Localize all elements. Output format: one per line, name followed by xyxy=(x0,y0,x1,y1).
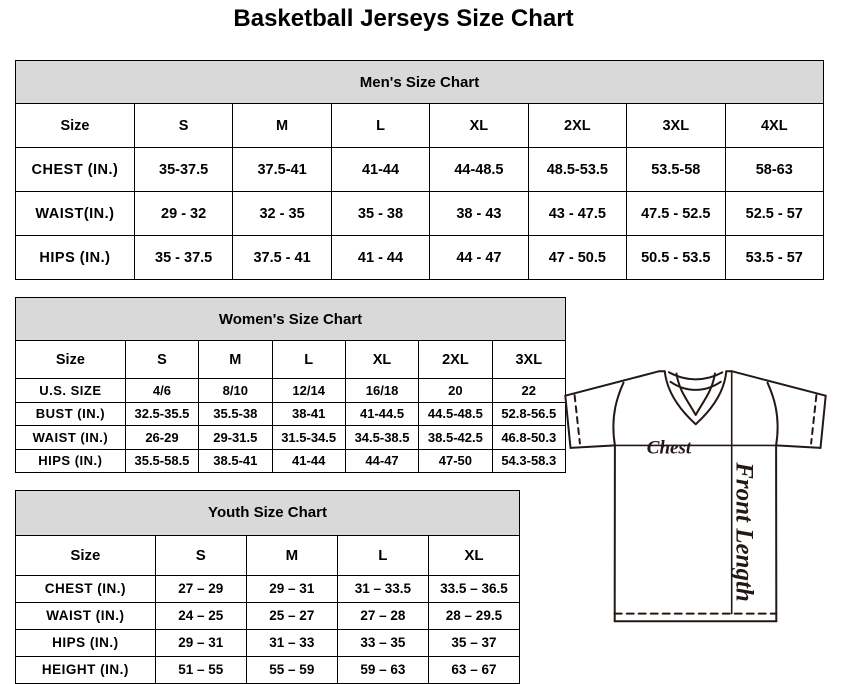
svg-text:Chest: Chest xyxy=(647,438,692,459)
svg-text:Front Length: Front Length xyxy=(731,461,758,602)
